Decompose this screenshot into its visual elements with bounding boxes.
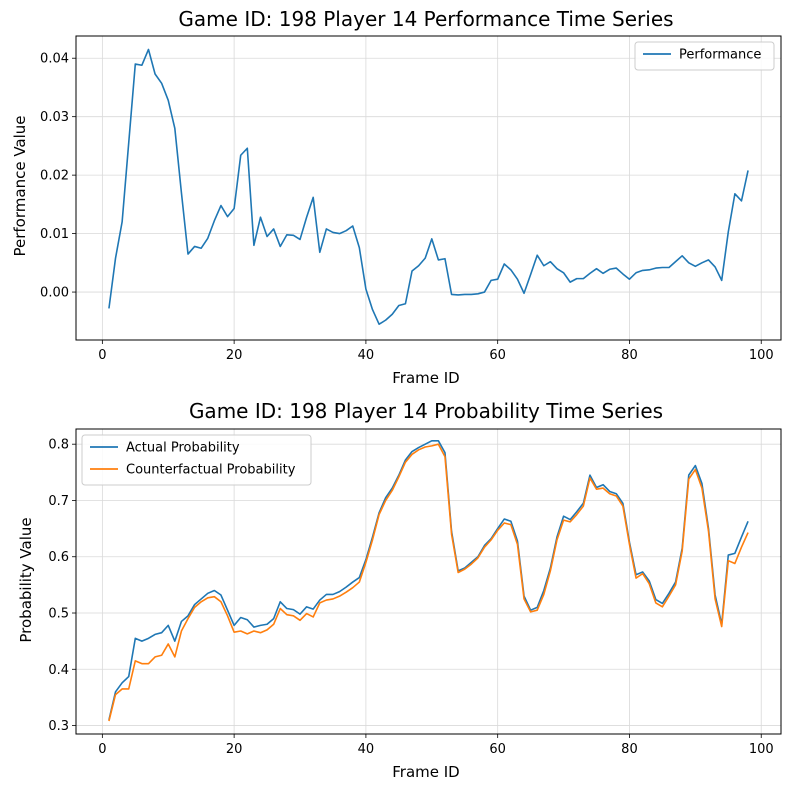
x-axis-ticks: 0 20 40 60 80 100 bbox=[98, 340, 774, 363]
x-axis-label: Frame ID bbox=[392, 369, 459, 387]
y-tick-label: 0.3 bbox=[48, 719, 69, 734]
y-tick-label: 0.6 bbox=[48, 550, 69, 565]
x-tick-label: 40 bbox=[358, 742, 375, 757]
plot-frame bbox=[75, 428, 782, 735]
probability-chart: Game ID: 198 Player 14 Probability Time … bbox=[17, 399, 782, 781]
legend-entry: Actual Probability bbox=[126, 441, 240, 456]
y-axis-label: Performance Value bbox=[11, 115, 29, 256]
legend: Performance bbox=[634, 41, 775, 71]
y-tick-label: 0.8 bbox=[48, 438, 69, 453]
x-axis-label: Frame ID bbox=[392, 763, 459, 781]
legend-box bbox=[81, 434, 312, 486]
x-tick-label: 0 bbox=[98, 348, 106, 363]
x-tick-label: 0 bbox=[98, 742, 106, 757]
y-tick-label: 0.7 bbox=[48, 494, 69, 509]
y-tick-label: 0.00 bbox=[40, 286, 69, 301]
y-axis-label: Probability Value bbox=[17, 517, 35, 642]
y-tick-label: 0.4 bbox=[48, 663, 69, 678]
performance-chart: Game ID: 198 Player 14 Performance Time … bbox=[11, 7, 782, 387]
x-tick-label: 80 bbox=[621, 742, 638, 757]
x-tick-label: 100 bbox=[749, 348, 774, 363]
chart-title: Game ID: 198 Player 14 Performance Time … bbox=[178, 7, 673, 31]
legend-box bbox=[634, 41, 775, 71]
x-tick-label: 100 bbox=[749, 742, 774, 757]
series-lines bbox=[108, 48, 749, 326]
y-tick-label: 0.5 bbox=[48, 607, 69, 622]
y-tick-label: 0.04 bbox=[40, 52, 69, 67]
series-lines bbox=[108, 440, 749, 722]
series-line-1 bbox=[108, 48, 749, 326]
x-tick-label: 80 bbox=[621, 348, 638, 363]
x-axis-ticks: 0 20 40 60 80 100 bbox=[98, 734, 774, 757]
x-tick-label: 60 bbox=[489, 742, 506, 757]
series-line-1 bbox=[108, 440, 749, 721]
y-axis-ticks: 0.3 0.4 0.5 0.6 0.7 0.8 bbox=[48, 438, 76, 734]
y-axis-ticks: 0.00 0.01 0.02 0.03 0.04 bbox=[40, 52, 76, 301]
plot-frame bbox=[75, 35, 782, 341]
x-tick-label: 60 bbox=[489, 348, 506, 363]
y-tick-label: 0.02 bbox=[40, 169, 69, 184]
legend: Actual Probability Counterfactual Probabi… bbox=[81, 434, 312, 486]
x-tick-label: 20 bbox=[226, 742, 243, 757]
legend-entry: Counterfactual Probability bbox=[126, 463, 296, 478]
chart-title: Game ID: 198 Player 14 Probability Time … bbox=[189, 399, 663, 423]
y-tick-label: 0.03 bbox=[40, 110, 69, 125]
series-line-2 bbox=[108, 443, 749, 722]
grid bbox=[76, 36, 781, 340]
x-tick-label: 40 bbox=[358, 348, 375, 363]
legend-entry: Performance bbox=[679, 48, 761, 63]
y-tick-label: 0.01 bbox=[40, 227, 69, 242]
x-tick-label: 20 bbox=[226, 348, 243, 363]
